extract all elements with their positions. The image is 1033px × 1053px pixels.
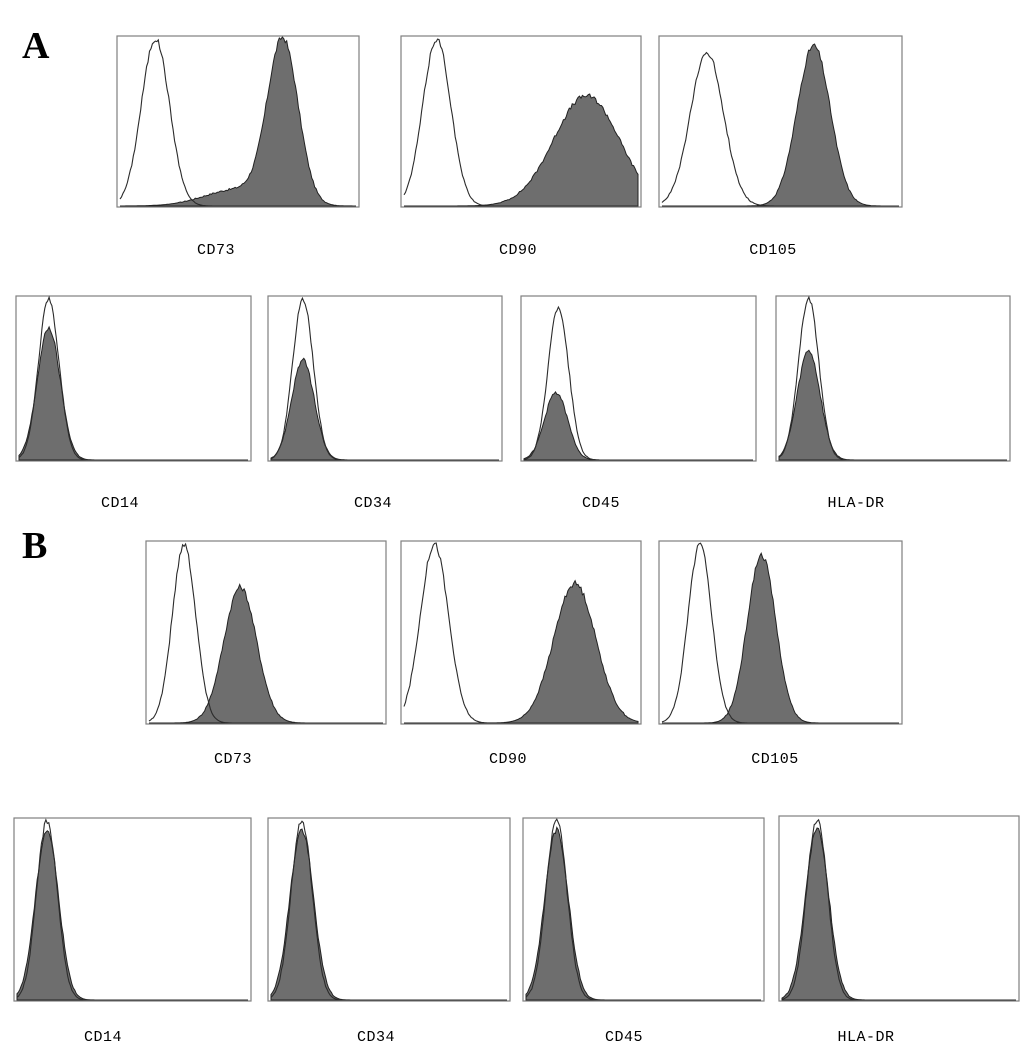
marker-label: CD90	[489, 751, 527, 768]
histogram-a-cd73: CD73	[116, 35, 360, 259]
marker-label: CD105	[749, 242, 797, 259]
marker-label: CD45	[605, 1029, 643, 1046]
isotype-control-histogram	[403, 38, 638, 207]
stained-histogram	[404, 93, 639, 207]
histogram-a-cd90: CD90	[400, 35, 642, 259]
isotype-control-histogram	[661, 542, 899, 724]
marker-label: CD34	[357, 1029, 395, 1046]
isotype-control-histogram	[403, 542, 638, 724]
stained-histogram	[662, 43, 899, 207]
histogram-a-cd14: CD14	[15, 295, 252, 512]
isotype-control-histogram	[525, 818, 761, 1001]
isotype-control-histogram	[148, 542, 383, 724]
histogram-a-cd105: CD105	[658, 35, 903, 259]
marker-label: CD34	[354, 495, 392, 512]
marker-label: CD73	[214, 751, 252, 768]
marker-label: CD14	[101, 495, 139, 512]
histogram-plots: CD73 CD90 CD105 CD14 CD34 CD45 HLA-DR CD73 CD90 C…	[13, 35, 1020, 1046]
histogram-b-cd34: CD34	[267, 817, 511, 1046]
marker-label: CD90	[499, 242, 537, 259]
histogram-b-cd105: CD105	[658, 540, 903, 768]
isotype-control-histogram	[270, 820, 507, 1001]
histogram-b-cd73: CD73	[145, 540, 387, 768]
histogram-b-cd45: CD45	[522, 817, 765, 1046]
isotype-control-histogram	[778, 295, 1007, 461]
plot-frame	[116, 35, 360, 208]
marker-label: CD45	[582, 495, 620, 512]
stained-histogram	[120, 36, 356, 207]
histogram-b-cd14: CD14	[13, 817, 252, 1046]
marker-label: CD14	[84, 1029, 122, 1046]
marker-label: CD73	[197, 242, 235, 259]
histogram-a-cd45: CD45	[520, 295, 757, 512]
stained-histogram	[404, 579, 639, 724]
isotype-control-histogram	[18, 295, 248, 461]
marker-label: HLA-DR	[837, 1029, 894, 1046]
histogram-a-cd34: CD34	[267, 295, 503, 512]
isotype-control-histogram	[16, 818, 248, 1001]
histogram-b-hla-dr: HLA-DR	[778, 815, 1020, 1046]
marker-label: CD105	[751, 751, 799, 768]
isotype-control-histogram	[781, 818, 1016, 1001]
isotype-control-histogram	[661, 51, 899, 207]
panel-letter-b: B	[22, 525, 47, 567]
plot-frame	[658, 35, 903, 208]
isotype-control-histogram	[523, 305, 753, 461]
isotype-control-histogram	[119, 38, 356, 207]
panel-letter-a: A	[22, 25, 50, 67]
isotype-control-histogram	[270, 296, 499, 461]
histogram-a-hla-dr: HLA-DR	[775, 295, 1011, 512]
histogram-b-cd90: CD90	[400, 540, 642, 768]
marker-label: HLA-DR	[827, 495, 884, 512]
